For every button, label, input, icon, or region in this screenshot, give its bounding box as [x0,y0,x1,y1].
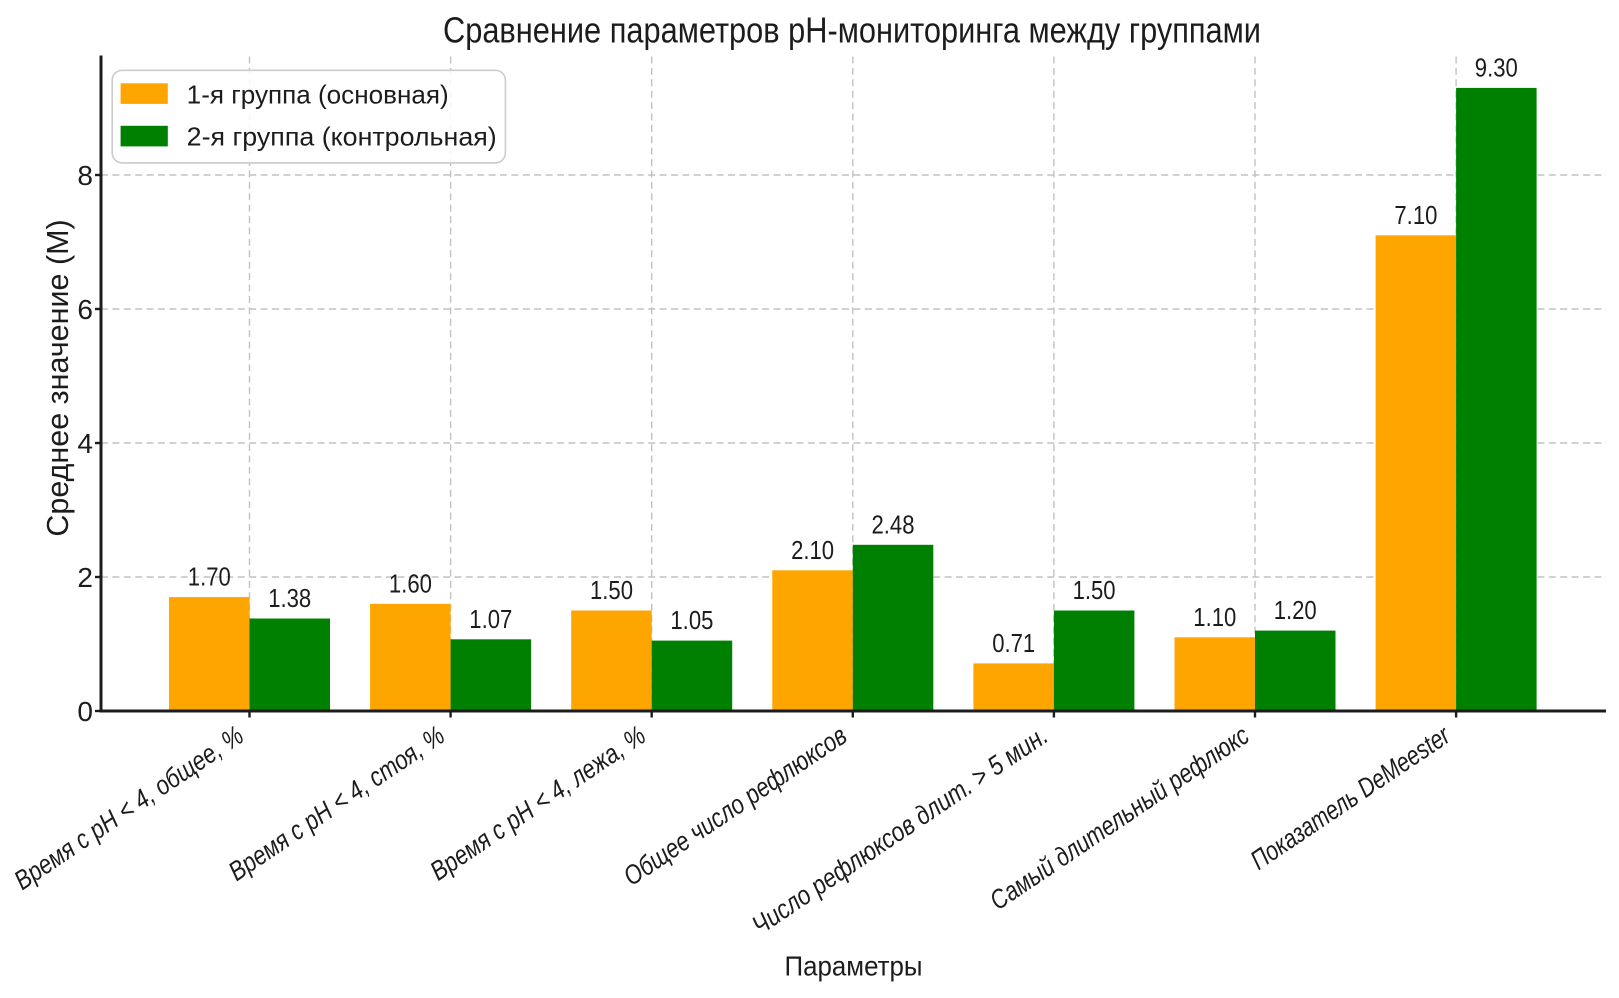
svg-text:8: 8 [77,160,93,191]
svg-text:2-я группа (контрольная): 2-я группа (контрольная) [187,122,497,152]
svg-text:1.10: 1.10 [1193,602,1236,632]
svg-text:1.07: 1.07 [469,604,512,634]
svg-text:6: 6 [77,294,93,325]
svg-text:1.20: 1.20 [1274,595,1317,625]
svg-text:0.71: 0.71 [992,628,1035,658]
svg-text:1.50: 1.50 [1073,575,1116,605]
svg-text:1-я группа (основная): 1-я группа (основная) [187,79,449,109]
svg-text:1.60: 1.60 [389,568,432,598]
svg-text:7.10: 7.10 [1394,200,1437,230]
svg-text:1.38: 1.38 [268,583,311,613]
svg-text:Параметры: Параметры [785,951,923,982]
svg-text:1.50: 1.50 [590,575,633,605]
svg-text:1.05: 1.05 [670,605,713,635]
svg-text:2: 2 [77,562,93,593]
svg-text:Среднее значение (М): Среднее значение (М) [41,219,75,536]
svg-text:Сравнение параметров pH-монито: Сравнение параметров pH-мониторинга межд… [443,10,1261,51]
svg-text:2.48: 2.48 [872,509,915,539]
svg-text:9.30: 9.30 [1475,52,1518,82]
svg-text:0: 0 [77,696,93,727]
svg-text:1.70: 1.70 [188,562,231,592]
svg-text:4: 4 [77,428,93,459]
svg-text:2.10: 2.10 [791,535,834,565]
